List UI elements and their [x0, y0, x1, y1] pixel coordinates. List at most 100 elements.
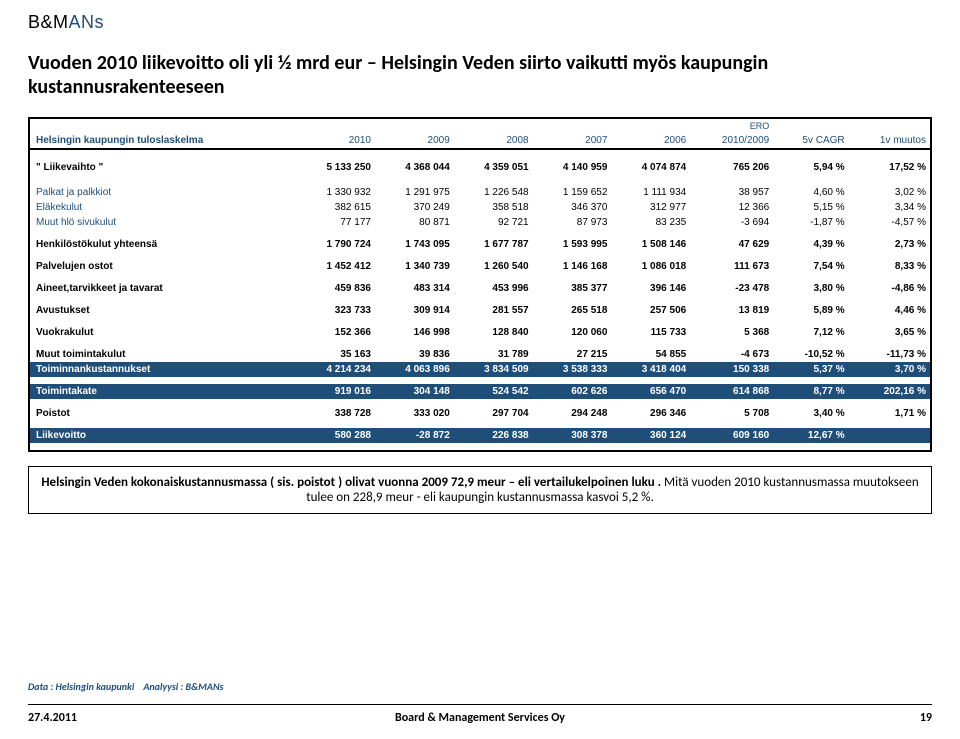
- row-value: 453 996: [454, 281, 533, 296]
- table-col-header: 2010: [296, 133, 375, 149]
- row-value: 614 868: [690, 384, 773, 399]
- row-value: 346 370: [533, 200, 612, 215]
- row-value: 111 673: [690, 259, 773, 274]
- row-value: 150 338: [690, 362, 773, 377]
- row-value: 2,73 %: [849, 237, 930, 252]
- row-label: " Liikevaihto ": [30, 160, 296, 175]
- row-value: 1 743 095: [375, 237, 454, 252]
- row-value: -4,86 %: [849, 281, 930, 296]
- table-col-header: 2006: [611, 133, 690, 149]
- row-label: Muut toimintakulut: [30, 347, 296, 362]
- row-value: 146 998: [375, 325, 454, 340]
- table-row: Avustukset323 733309 914281 557265 51825…: [30, 303, 930, 318]
- row-value: 257 506: [611, 303, 690, 318]
- table-col-header: 2007: [533, 133, 612, 149]
- row-value: 87 973: [533, 215, 612, 230]
- row-value: 4,39 %: [773, 237, 848, 252]
- table-row: Vuokrakulut152 366146 998128 840120 0601…: [30, 325, 930, 340]
- row-value: 80 871: [375, 215, 454, 230]
- row-value: -10,52 %: [773, 347, 848, 362]
- table-row: Henkilöstökulut yhteensä1 790 7241 743 0…: [30, 237, 930, 252]
- row-label: Henkilöstökulut yhteensä: [30, 237, 296, 252]
- row-value: 1 330 932: [296, 185, 375, 200]
- financial-table: EROHelsingin kaupungin tuloslaskelma2010…: [30, 119, 930, 450]
- table-col-header: 2010/2009: [690, 133, 773, 149]
- row-value: 47 629: [690, 237, 773, 252]
- row-label: Avustukset: [30, 303, 296, 318]
- row-value: 3,70 %: [849, 362, 930, 377]
- row-value: 27 215: [533, 347, 612, 362]
- table-ero-label: [849, 119, 930, 133]
- row-value: 115 733: [611, 325, 690, 340]
- row-value: 77 177: [296, 215, 375, 230]
- table-band-row: Liikevoitto580 288-28 872226 838308 3783…: [30, 428, 930, 443]
- row-value: 919 016: [296, 384, 375, 399]
- row-value: 333 020: [375, 406, 454, 421]
- row-value: 3,02 %: [849, 185, 930, 200]
- row-value: -23 478: [690, 281, 773, 296]
- row-value: 3,40 %: [773, 406, 848, 421]
- row-value: 5 368: [690, 325, 773, 340]
- row-value: 308 378: [533, 428, 612, 443]
- row-value: 5,94 %: [773, 160, 848, 175]
- row-label: Palvelujen ostot: [30, 259, 296, 274]
- table-ero-label: ERO: [690, 119, 773, 133]
- row-value: 92 721: [454, 215, 533, 230]
- row-value: 54 855: [611, 347, 690, 362]
- row-value: 12 366: [690, 200, 773, 215]
- row-value: 304 148: [375, 384, 454, 399]
- row-label: Poistot: [30, 406, 296, 421]
- row-value: 656 470: [611, 384, 690, 399]
- row-value: 8,77 %: [773, 384, 848, 399]
- row-value: 83 235: [611, 215, 690, 230]
- row-value: 281 557: [454, 303, 533, 318]
- row-value: 3 418 404: [611, 362, 690, 377]
- row-value: 4 368 044: [375, 160, 454, 175]
- row-value: 4 074 874: [611, 160, 690, 175]
- row-value: 1 593 995: [533, 237, 612, 252]
- row-value: 226 838: [454, 428, 533, 443]
- row-value: 296 346: [611, 406, 690, 421]
- row-value: 3,34 %: [849, 200, 930, 215]
- row-value: 12,67 %: [773, 428, 848, 443]
- row-value: 152 366: [296, 325, 375, 340]
- row-value: 5 133 250: [296, 160, 375, 175]
- logo-ans: ANs: [69, 12, 105, 32]
- table-ero-label: [375, 119, 454, 133]
- row-value: 5,37 %: [773, 362, 848, 377]
- table-ero-label: [454, 119, 533, 133]
- logo-bm: B&M: [28, 12, 69, 32]
- row-value: 4,46 %: [849, 303, 930, 318]
- row-value: -1,87 %: [773, 215, 848, 230]
- table-ero-label: [773, 119, 848, 133]
- row-value: 385 377: [533, 281, 612, 296]
- row-value: 3,65 %: [849, 325, 930, 340]
- row-value: 1 452 412: [296, 259, 375, 274]
- footer-analysis-label: Analyysi : B&MANs: [143, 680, 223, 693]
- row-value: [849, 428, 930, 443]
- row-label: Palkat ja palkkiot: [30, 185, 296, 200]
- table-row: Muut toimintakulut35 16339 83631 78927 2…: [30, 347, 930, 362]
- row-value: 7,54 %: [773, 259, 848, 274]
- row-value: 1 146 168: [533, 259, 612, 274]
- footer-source: Data : Helsingin kaupunki Analyysi : B&M…: [28, 680, 223, 693]
- row-value: 5 708: [690, 406, 773, 421]
- row-value: -4 673: [690, 347, 773, 362]
- row-value: -28 872: [375, 428, 454, 443]
- table-row: Poistot338 728333 020297 704294 248296 3…: [30, 406, 930, 421]
- table-col-header: 1v muutos: [849, 133, 930, 149]
- row-value: 1 159 652: [533, 185, 612, 200]
- footer-rule: [28, 704, 932, 705]
- row-value: 13 819: [690, 303, 773, 318]
- row-value: 202,16 %: [849, 384, 930, 399]
- row-value: 294 248: [533, 406, 612, 421]
- row-value: 39 836: [375, 347, 454, 362]
- row-value: 31 789: [454, 347, 533, 362]
- row-value: 524 542: [454, 384, 533, 399]
- row-value: 1 260 540: [454, 259, 533, 274]
- page-title: Vuoden 2010 liikevoitto oli yli ½ mrd eu…: [28, 51, 932, 99]
- row-label: Vuokrakulut: [30, 325, 296, 340]
- row-value: 765 206: [690, 160, 773, 175]
- row-value: 35 163: [296, 347, 375, 362]
- row-label: Muut hlö sivukulut: [30, 215, 296, 230]
